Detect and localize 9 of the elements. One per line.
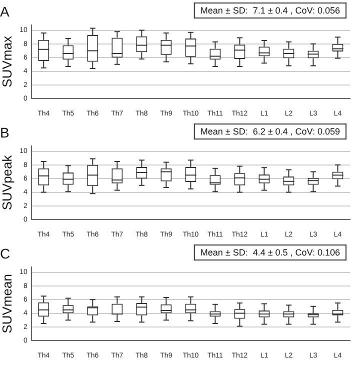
y-axis-title: SUVmax <box>0 36 14 88</box>
chart-title: C <box>0 245 10 262</box>
y-axis-title: SUVpeak <box>0 154 14 210</box>
chart-title: A <box>0 3 10 20</box>
y-axis-title: SUVmean <box>0 274 14 334</box>
chart-title: B <box>0 124 10 140</box>
text: Mean ± SD: 6.2 ± 0.4 , CoV: 0.059 <box>200 126 340 136</box>
text: Mean ± SD: 7.1 ± 0.4 , CoV: 0.056 <box>200 5 340 16</box>
text: Mean ± SD: 4.4 ± 0.5 , CoV: 0.106 <box>200 247 340 258</box>
